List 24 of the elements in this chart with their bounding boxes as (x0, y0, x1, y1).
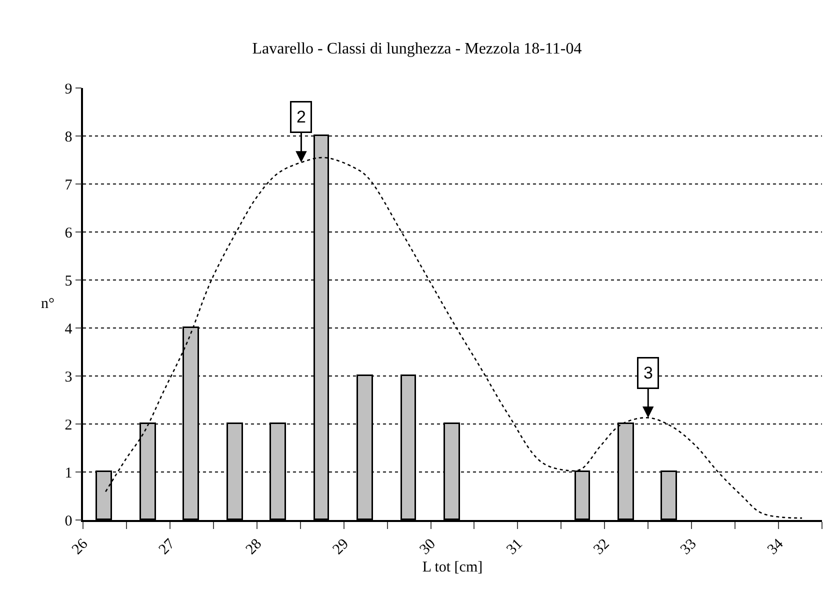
y-tick-label: 3 (64, 369, 72, 386)
y-tick-label: 2 (64, 417, 72, 434)
x-tick-label: 31 (504, 536, 526, 558)
y-tick-label: 1 (64, 465, 72, 482)
y-tick-label: 6 (64, 225, 73, 242)
y-axis-title: n° (41, 296, 54, 312)
chart-title: Lavarello - Classi di lunghezza - Mezzola 18-11-04 (252, 40, 582, 58)
y-tick-label: 8 (64, 129, 72, 146)
annotation: 2 (296, 108, 306, 126)
x-tick-label: 30 (416, 536, 439, 558)
y-tick-label: 4 (64, 321, 73, 338)
x-axis-title: L tot [cm] (422, 559, 483, 576)
y-tick-label: 9 (64, 81, 72, 98)
x-tick-label: 26 (69, 536, 92, 558)
x-tick-label: 27 (156, 536, 178, 558)
x-tick-label: 33 (678, 536, 700, 558)
x-tick-label: 28 (243, 536, 266, 558)
x-tick-label: 29 (330, 536, 352, 558)
y-tick-label: 5 (64, 273, 72, 290)
y-tick-label: 7 (64, 177, 73, 194)
y-tick-label: 0 (64, 513, 72, 530)
x-tick-label: 32 (590, 536, 613, 558)
x-tick-label: 34 (764, 536, 788, 558)
annotation: 3 (644, 364, 653, 382)
